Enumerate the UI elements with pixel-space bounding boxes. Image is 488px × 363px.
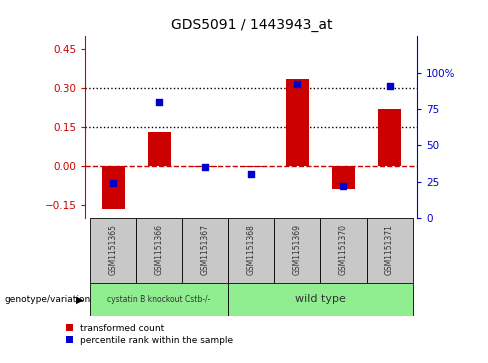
Bar [148,132,171,166]
Text: GSM1151371: GSM1151371 [385,224,394,274]
Legend: transformed count, percentile rank within the sample: transformed count, percentile rank withi… [65,324,233,344]
Text: wild type: wild type [295,294,346,305]
Bar [102,166,124,209]
Point [155,99,163,105]
Point [247,171,255,177]
Text: GSM1151369: GSM1151369 [293,224,302,275]
Bar [90,218,136,283]
Bar [274,218,321,283]
Point [293,81,301,87]
Point [386,83,393,89]
Bar [136,218,182,283]
Title: GDS5091 / 1443943_at: GDS5091 / 1443943_at [171,19,332,33]
Point [340,183,347,189]
Point [202,164,209,170]
Bar [182,218,228,283]
Bar [332,166,355,189]
Text: GSM1151365: GSM1151365 [108,224,118,275]
Bar [228,283,413,316]
Text: genotype/variation: genotype/variation [5,295,91,304]
Bar [321,218,366,283]
Bar [366,218,413,283]
Bar [240,166,263,167]
Text: GSM1151367: GSM1151367 [201,224,210,275]
Bar [90,283,228,316]
Bar [286,79,309,166]
Bar [194,166,217,167]
Bar [378,109,401,166]
Text: ▶: ▶ [76,294,83,305]
Text: cystatin B knockout Cstb-/-: cystatin B knockout Cstb-/- [107,295,211,304]
Text: GSM1151368: GSM1151368 [247,224,256,274]
Text: GSM1151370: GSM1151370 [339,224,348,275]
Bar [228,218,274,283]
Point [109,180,117,186]
Text: GSM1151366: GSM1151366 [155,224,163,275]
